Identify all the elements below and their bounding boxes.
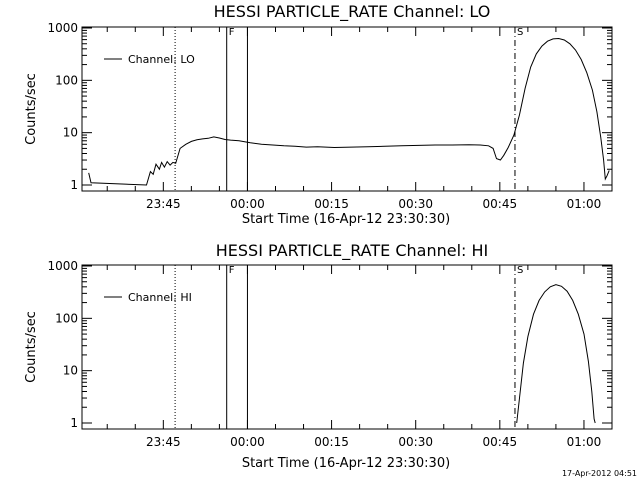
chart-panel-lo: HESSI PARTICLE_RATE Channel: LO Counts/s… [24, 2, 613, 227]
axis-ticks-hi: 1 10 100 1000 23:45 00:00 00:15 00:30 00:45 01:00 [47, 259, 613, 449]
plot-frame-hi [81, 264, 613, 430]
y-tick-label: 10 [63, 126, 78, 140]
y-tick-label: 100 [55, 311, 78, 325]
x-tick-label: 00:45 [483, 197, 518, 211]
time-marker-label: F [229, 27, 235, 38]
y-tick-label: 100 [55, 73, 78, 87]
plot-frame-lo [81, 26, 613, 192]
x-tick-label: 00:00 [230, 435, 265, 449]
x-tick-label: 00:15 [314, 197, 349, 211]
legend-label-lo: Channel: LO [128, 53, 195, 66]
legend-label-hi: Channel: HI [128, 291, 192, 304]
chart-title-hi: HESSI PARTICLE_RATE Channel: HI [216, 241, 489, 261]
time-marker-label: S [517, 265, 523, 276]
y-axis-label-hi: Counts/sec [24, 311, 39, 383]
x-tick-label: 00:15 [314, 435, 349, 449]
series-group-lo [88, 37, 610, 186]
y-tick-label: 10 [63, 364, 78, 378]
chart-title-lo: HESSI PARTICLE_RATE Channel: LO [214, 2, 491, 22]
y-tick-label: 1 [70, 416, 78, 430]
x-tick-label: 00:30 [398, 197, 433, 211]
x-tick-label: 23:45 [146, 435, 181, 449]
x-tick-label: 01:00 [567, 435, 602, 449]
x-tick-label: 01:00 [567, 197, 602, 211]
x-tick-label: 00:30 [398, 435, 433, 449]
time-marker-label: F [229, 265, 235, 276]
x-tick-label: 23:45 [146, 197, 181, 211]
x-axis-label-lo: Start Time (16-Apr-12 23:30:30) [242, 212, 450, 227]
series-line-lo [88, 37, 610, 186]
y-axis-label-lo: Counts/sec [24, 73, 39, 145]
chart-panel-hi: HESSI PARTICLE_RATE Channel: HI Counts/s… [24, 241, 613, 471]
x-axis-label-hi: Start Time (16-Apr-12 23:30:30) [242, 456, 450, 471]
generation-timestamp: 17-Apr-2012 04:51 [562, 469, 637, 478]
y-tick-label: 1000 [47, 21, 78, 35]
time-marker-label: S [517, 27, 523, 38]
x-tick-label: 00:00 [230, 197, 265, 211]
x-tick-label: 00:45 [483, 435, 518, 449]
series-line-hi [516, 284, 596, 424]
y-tick-label: 1 [70, 178, 78, 192]
y-tick-label: 1000 [47, 259, 78, 273]
axis-ticks-lo: 1 10 100 1000 23:45 00:00 00:15 00:30 00:45 01:00 [47, 21, 613, 211]
series-group-hi [516, 284, 596, 424]
